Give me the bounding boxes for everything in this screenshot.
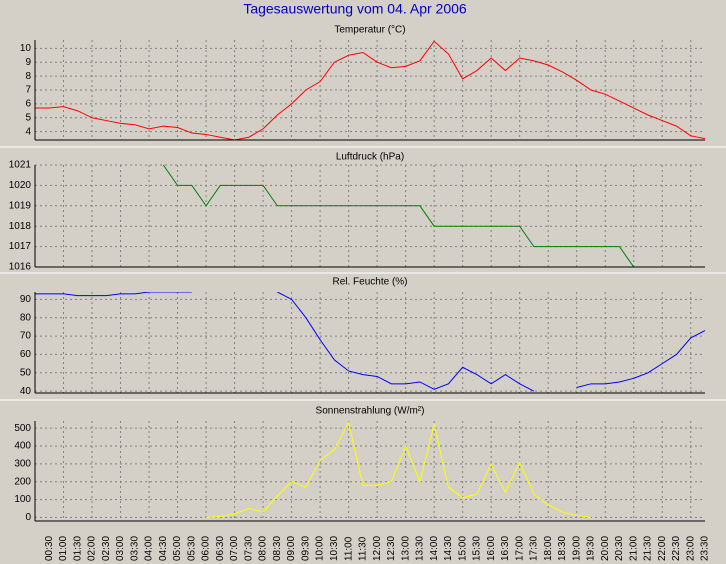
- y-tick-label: 50: [20, 367, 32, 378]
- y-tick-label: 60: [20, 349, 32, 360]
- x-tick-label: 07:00: [229, 536, 240, 561]
- y-tick-label: 9: [25, 57, 31, 68]
- x-tick-label: 05:00: [172, 536, 183, 561]
- data-line: [576, 330, 705, 388]
- x-tick-label: 04:30: [158, 536, 169, 561]
- x-tick-label: 14:30: [443, 536, 454, 561]
- page-title: Tagesauswertung vom 04. Apr 2006: [243, 1, 467, 17]
- y-tick-label: 400: [14, 441, 31, 452]
- x-tick-label: 16:30: [500, 536, 511, 561]
- x-tick-label: 03:30: [129, 536, 140, 561]
- y-tick-label: 1020: [9, 180, 32, 191]
- y-tick-label: 5: [25, 112, 31, 123]
- y-tick-label: 90: [20, 294, 32, 305]
- x-tick-label: 23:00: [685, 536, 696, 561]
- x-tick-label: 05:30: [186, 536, 197, 561]
- y-tick-label: 8: [25, 71, 31, 82]
- x-tick-label: 12:30: [386, 536, 397, 561]
- y-tick-label: 1016: [9, 262, 32, 273]
- x-tick-label: 03:00: [115, 536, 126, 561]
- x-tick-label: 18:30: [557, 536, 568, 561]
- x-tick-label: 11:00: [343, 536, 354, 561]
- y-tick-label: 1021: [9, 160, 32, 171]
- x-tick-label: 17:00: [514, 536, 525, 561]
- x-tick-label: 13:00: [400, 536, 411, 561]
- x-tick-label: 20:00: [600, 536, 611, 561]
- x-tick-label: 09:30: [300, 536, 311, 561]
- y-tick-label: 500: [14, 423, 31, 434]
- x-tick-label: 19:30: [586, 536, 597, 561]
- x-tick-label: 11:30: [358, 536, 369, 561]
- plot: [162, 165, 635, 267]
- x-tick-label: 22:00: [657, 536, 668, 561]
- y-tick-label: 1019: [9, 200, 32, 211]
- x-tick-label: 06:00: [201, 536, 212, 561]
- data-line: [162, 165, 635, 267]
- x-tick-label: 23:30: [700, 536, 711, 561]
- y-tick-label: 100: [14, 494, 31, 505]
- x-tick-label: 14:00: [429, 536, 440, 561]
- x-tick-label: 10:00: [315, 536, 326, 561]
- y-tick-label: 10: [20, 43, 32, 54]
- x-tick-label: 01:00: [58, 536, 69, 561]
- x-tick-label: 22:30: [671, 536, 682, 561]
- y-tick-label: 70: [20, 331, 32, 342]
- data-line: [206, 421, 592, 518]
- x-tick-label: 09:00: [286, 536, 297, 561]
- x-tick-label: 08:30: [272, 536, 283, 561]
- data-line: [35, 292, 192, 297]
- x-tick-label: 15:00: [457, 536, 468, 561]
- x-tick-label: 00:30: [44, 536, 55, 561]
- y-tick-label: 40: [20, 386, 32, 397]
- x-tick-label: 01:30: [72, 536, 83, 561]
- plot: [35, 40, 705, 140]
- panel-title: Luftdruck (hPa): [336, 152, 404, 163]
- x-tick-label: 19:00: [571, 536, 582, 561]
- data-line: [277, 292, 535, 392]
- plot: [206, 421, 592, 518]
- x-tick-label: 16:00: [486, 536, 497, 561]
- x-tick-label: 18:00: [543, 536, 554, 561]
- x-tick-label: 10:30: [329, 536, 340, 561]
- x-tick-label: 02:30: [101, 536, 112, 561]
- panel-title: Temperatur (°C): [334, 25, 405, 36]
- x-tick-label: 04:00: [144, 536, 155, 561]
- x-tick-label: 12:00: [372, 536, 383, 561]
- y-tick-label: 6: [25, 99, 31, 110]
- x-tick-label: 15:30: [472, 536, 483, 561]
- x-tick-label: 21:00: [628, 536, 639, 561]
- x-tick-label: 13:30: [415, 536, 426, 561]
- plot: [35, 292, 705, 392]
- x-tick-label: 06:30: [215, 536, 226, 561]
- x-tick-label: 21:30: [643, 536, 654, 561]
- x-tick-label: 08:00: [258, 536, 269, 561]
- y-tick-label: 1018: [9, 221, 32, 232]
- x-tick-label: 20:30: [614, 536, 625, 561]
- y-tick-label: 1017: [9, 241, 32, 252]
- y-tick-label: 300: [14, 458, 31, 469]
- x-tick-label: 02:00: [87, 536, 98, 561]
- x-tick-label: 07:30: [243, 536, 254, 561]
- y-tick-label: 200: [14, 476, 31, 487]
- y-tick-label: 4: [25, 126, 31, 137]
- y-tick-label: 80: [20, 312, 32, 323]
- data-line: [35, 40, 705, 140]
- panel-title: Sonnenstrahlung (W/m²): [316, 406, 425, 417]
- y-tick-label: 7: [25, 85, 31, 96]
- panel-title: Rel. Feuchte (%): [332, 277, 407, 288]
- x-tick-label: 17:30: [529, 536, 540, 561]
- y-tick-label: 0: [25, 512, 31, 523]
